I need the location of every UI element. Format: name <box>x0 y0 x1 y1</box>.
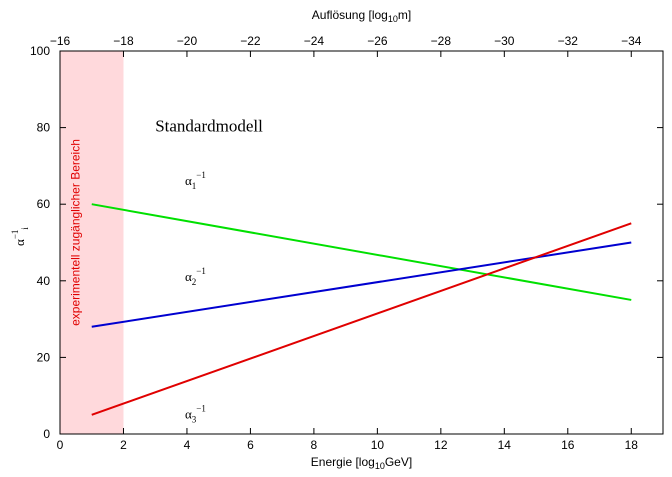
x-tick-label: 0 <box>57 438 64 452</box>
y-axis-label-sub: i <box>20 227 30 230</box>
series-label-sup: −1 <box>196 404 206 414</box>
shaded-region-label: experimentell zugänglicher Bereich <box>69 139 83 326</box>
plot-frame <box>60 51 663 434</box>
ticks-layer: 0 2 4 6 8 10 12 14 16 18−16 −18 −20 −22 −24 −26 −28 −30−… <box>30 34 663 452</box>
y-tick-label: 0 <box>43 427 50 441</box>
x2-axis-label-sub: 10 <box>388 14 398 24</box>
series-label-sub: 1 <box>192 181 197 191</box>
x2-tick-label: −26 <box>367 34 388 48</box>
shaded-region-layer: experimentell zugänglicher Bereich <box>60 51 123 434</box>
y-tick-label: 100 <box>30 44 50 58</box>
series-label-sup: −1 <box>196 266 206 276</box>
x-tick-label: 4 <box>184 438 191 452</box>
x2-axis-label-main: Auflösung [log <box>312 8 388 22</box>
x2-tick-label: −22 <box>240 34 261 48</box>
x2-tick-label: −34 <box>621 34 642 48</box>
series-label-2: α2−1 <box>185 266 206 287</box>
x-tick-label: 18 <box>625 438 639 452</box>
x-axis-label-sub: 10 <box>375 461 385 471</box>
x2-axis-label: Auflösung [log10m] <box>312 8 411 24</box>
x2-tick-label: −24 <box>304 34 325 48</box>
x2-tick-label: −28 <box>431 34 452 48</box>
x-tick-label: 12 <box>434 438 448 452</box>
series-layer <box>92 204 632 415</box>
x2-tick-label: −32 <box>558 34 579 48</box>
x-axis-label: Energie [log10GeV] <box>311 455 412 471</box>
y-tick-label: 20 <box>37 350 51 364</box>
y-axis-label: α−1i <box>10 227 30 246</box>
x-tick-label: 16 <box>561 438 575 452</box>
series-label-sub: 3 <box>192 415 197 425</box>
y-tick-label: 80 <box>37 121 51 135</box>
y-tick-label: 60 <box>37 197 51 211</box>
x-axis-label-suffix: GeV] <box>385 455 412 469</box>
series-label-1: α1−1 <box>185 170 206 191</box>
x2-tick-label: −16 <box>50 34 71 48</box>
series-label-3: α3−1 <box>185 404 206 425</box>
series-label-sup: −1 <box>196 170 206 180</box>
x-tick-label: 6 <box>247 438 254 452</box>
y-tick-label: 40 <box>37 274 51 288</box>
annotation-standardmodell: Standardmodell <box>155 116 263 135</box>
x-axis-label-main: Energie [log <box>311 455 375 469</box>
x-tick-label: 8 <box>311 438 318 452</box>
x-tick-label: 10 <box>371 438 385 452</box>
x2-tick-label: −20 <box>177 34 198 48</box>
series-label-sub: 2 <box>192 277 197 287</box>
x2-axis-label-suffix: m] <box>398 8 411 22</box>
x-tick-label: 14 <box>498 438 512 452</box>
x2-tick-label: −18 <box>113 34 134 48</box>
x2-tick-label: −30 <box>494 34 515 48</box>
x-tick-label: 2 <box>120 438 127 452</box>
y-axis-label-sup: −1 <box>10 230 20 240</box>
